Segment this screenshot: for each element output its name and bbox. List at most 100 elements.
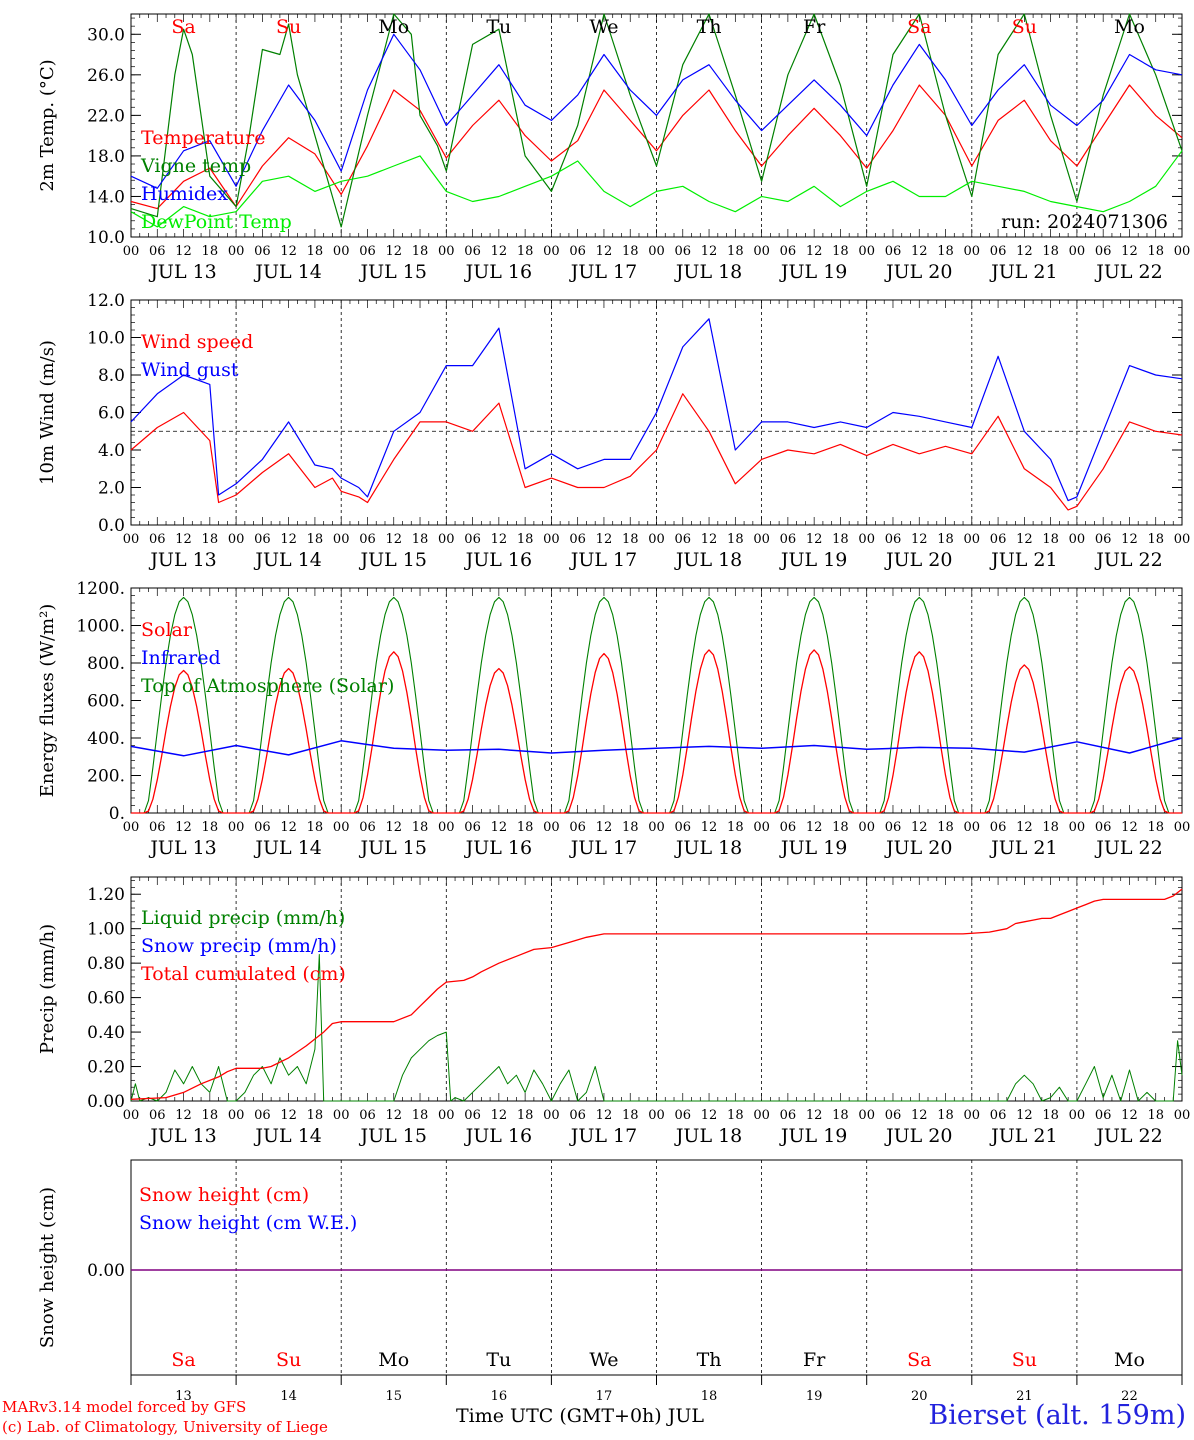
hour-tick-label: 06: [990, 532, 1007, 547]
hour-tick-label: 06: [149, 244, 166, 259]
hour-tick-label: 18: [832, 532, 849, 547]
hour-tick-label: 00: [228, 1108, 245, 1123]
bottom-day-name: Sa: [907, 1349, 931, 1371]
hour-tick-label: 00: [543, 244, 560, 259]
y-tick-label: 0.20: [87, 1058, 125, 1078]
y-axis-title: 2m Temp. (°C): [37, 59, 58, 191]
date-label: JUL 20: [884, 837, 952, 859]
temperature-line: [130, 84, 1183, 210]
hour-tick-label: 18: [1042, 1108, 1059, 1123]
y-tick-label: 1.00: [87, 920, 125, 940]
hour-tick-label: 06: [569, 532, 586, 547]
hour-tick-label: 12: [175, 1108, 192, 1123]
bottom-day-name: We: [589, 1349, 618, 1371]
date-label: JUL 14: [253, 549, 321, 571]
date-label: JUL 13: [148, 837, 216, 859]
top-day-name: Sa: [907, 16, 931, 38]
date-label: JUL 19: [779, 1125, 847, 1147]
wind-speed-line: [130, 393, 1183, 511]
hour-tick-label: 12: [175, 820, 192, 835]
hour-tick-label: 12: [806, 244, 823, 259]
hour-tick-label: 18: [1042, 820, 1059, 835]
hour-tick-label: 06: [1095, 1108, 1112, 1123]
hour-tick-label: 12: [385, 820, 402, 835]
panel-frame: [130, 13, 1183, 238]
hour-tick-label: 12: [596, 1108, 613, 1123]
precip-legend-2: Snow precip (mm/h): [141, 935, 337, 957]
y-tick-label: 0.80: [87, 954, 125, 974]
hour-tick-label: 06: [675, 820, 692, 835]
hour-tick-label: 00: [1174, 820, 1191, 835]
hour-tick-label: 00: [858, 532, 875, 547]
date-label: JUL 15: [359, 549, 427, 571]
bottom-day-number: 17: [596, 1389, 613, 1404]
y-tick-label: 2.0: [98, 479, 125, 499]
hour-tick-label: 12: [280, 244, 297, 259]
hour-tick-label: 06: [675, 1108, 692, 1123]
date-label: JUL 22: [1094, 837, 1162, 859]
date-label: JUL 16: [464, 549, 532, 571]
hour-tick-label: 18: [727, 244, 744, 259]
hour-tick-label: 06: [990, 1108, 1007, 1123]
hour-tick-label: 00: [438, 1108, 455, 1123]
date-label: JUL 20: [884, 261, 952, 283]
hour-tick-label: 06: [675, 244, 692, 259]
hour-tick-label: 12: [491, 820, 508, 835]
bottom-day-name: Su: [1012, 1349, 1037, 1371]
hour-tick-label: 00: [438, 532, 455, 547]
y-tick-label: 1200.: [76, 579, 125, 599]
date-label: JUL 22: [1094, 1125, 1162, 1147]
bottom-day-name: Tu: [486, 1349, 511, 1371]
bottom-day-name: Mo: [378, 1349, 409, 1371]
hour-tick-label: 00: [753, 820, 770, 835]
hour-tick-label: 12: [806, 820, 823, 835]
hour-tick-label: 00: [123, 532, 140, 547]
hour-tick-label: 06: [885, 820, 902, 835]
date-label: JUL 14: [253, 1125, 321, 1147]
hour-tick-label: 00: [648, 244, 665, 259]
hour-tick-label: 00: [1174, 532, 1191, 547]
y-tick-label: 0.00: [87, 1261, 125, 1281]
wind-legend-1: Wind speed: [141, 331, 253, 353]
hour-tick-label: 12: [1121, 1108, 1138, 1123]
date-label: JUL 17: [569, 1125, 637, 1147]
y-tick-label: 200.: [87, 767, 125, 787]
date-label: JUL 17: [569, 837, 637, 859]
date-label: JUL 22: [1094, 261, 1162, 283]
hour-tick-label: 06: [675, 532, 692, 547]
y-tick-label: 4.0: [98, 441, 125, 461]
humidex-line: [130, 33, 1183, 189]
hour-tick-label: 12: [1016, 244, 1033, 259]
hour-tick-label: 06: [254, 820, 271, 835]
hour-tick-label: 06: [780, 1108, 797, 1123]
hour-tick-label: 00: [964, 820, 981, 835]
date-label: JUL 20: [884, 549, 952, 571]
panel-frame: [130, 587, 1183, 814]
hour-tick-label: 00: [123, 1108, 140, 1123]
panel-1: 00 06 12 18 JUL 13 00 06 12 18 JUL 14 00 06 12 18 JUL …: [37, 13, 1190, 283]
bottom-day-number: 15: [385, 1389, 402, 1404]
hour-tick-label: 18: [412, 532, 429, 547]
bottom-day-name: Su: [276, 1349, 301, 1371]
bottom-day-number: 14: [280, 1389, 297, 1404]
hour-tick-label: 00: [228, 532, 245, 547]
date-label: JUL 13: [148, 549, 216, 571]
hour-tick-label: 18: [202, 532, 219, 547]
hour-tick-label: 12: [701, 532, 718, 547]
hour-tick-label: 06: [780, 820, 797, 835]
bottom-day-number: 21: [1016, 1389, 1033, 1404]
hour-tick-label: 18: [517, 532, 534, 547]
panel-2: 00 06 12 18 JUL 13 00 06 12 18 JUL 14 00 06 12 18 JUL …: [37, 291, 1190, 571]
hour-tick-label: 18: [517, 1108, 534, 1123]
hour-tick-label: 00: [964, 1108, 981, 1123]
hour-tick-label: 06: [990, 244, 1007, 259]
hour-tick-label: 12: [385, 532, 402, 547]
hour-tick-label: 18: [307, 532, 324, 547]
date-label: JUL 17: [569, 549, 637, 571]
date-label: JUL 14: [253, 837, 321, 859]
hour-tick-label: 18: [202, 1108, 219, 1123]
hour-tick-label: 12: [911, 820, 928, 835]
hour-tick-label: 12: [596, 820, 613, 835]
hour-tick-label: 12: [701, 1108, 718, 1123]
hour-tick-label: 12: [385, 244, 402, 259]
